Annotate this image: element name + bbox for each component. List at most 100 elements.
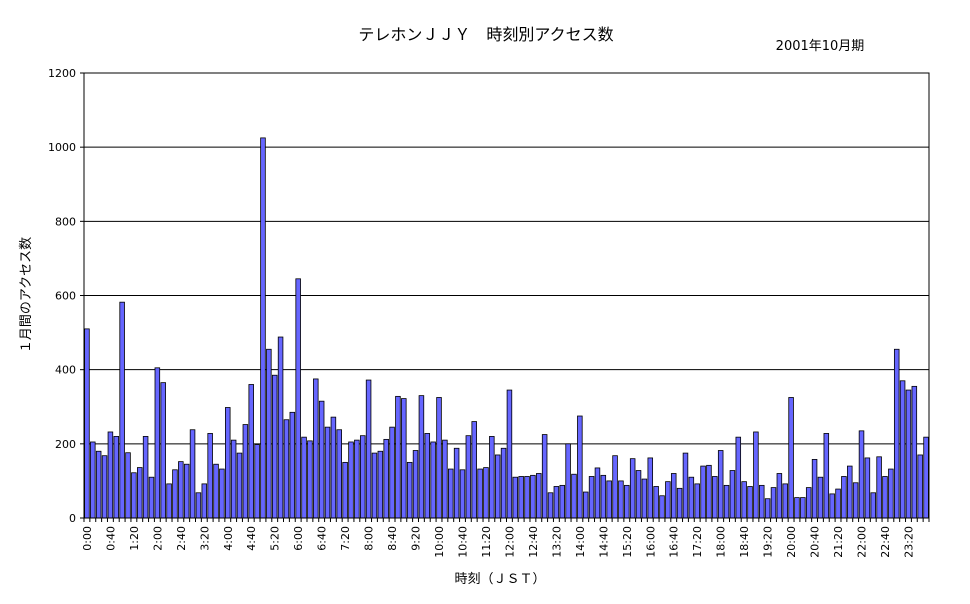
chart-subtitle: 2001年10月期	[776, 39, 865, 54]
bar	[436, 397, 442, 519]
bar	[160, 382, 166, 519]
bar	[283, 419, 290, 519]
x-tick-label: 20:00	[785, 526, 798, 558]
x-tick-label: 10:00	[433, 526, 446, 558]
x-tick-label: 12:00	[503, 526, 516, 558]
bar	[230, 439, 237, 519]
bar	[571, 473, 577, 519]
bar	[148, 476, 155, 519]
bar	[442, 439, 448, 519]
y-tick-label: 600	[55, 290, 76, 303]
bar	[84, 328, 90, 519]
x-tick-label: 23:20	[902, 526, 915, 558]
bar	[530, 474, 536, 519]
bar	[805, 487, 812, 519]
bar	[395, 395, 401, 519]
bar	[365, 379, 372, 519]
bar	[905, 389, 912, 519]
x-tick-label: 17:20	[691, 526, 704, 558]
bar	[142, 436, 149, 519]
x-axis-label: 時刻（ＪＳＴ）	[454, 572, 545, 587]
bar	[606, 480, 612, 519]
bar	[753, 431, 759, 519]
gridlines	[84, 146, 929, 445]
y-tick-label: 1200	[48, 67, 76, 80]
bar	[800, 497, 806, 519]
bar	[817, 476, 824, 519]
bar	[195, 492, 202, 519]
x-tick-label: 10:40	[456, 526, 469, 558]
bar	[635, 470, 642, 519]
bar	[277, 336, 284, 519]
x-tick-label: 20:40	[809, 526, 822, 558]
bar	[448, 468, 454, 519]
bar	[500, 447, 507, 519]
bar	[888, 468, 894, 519]
bar	[348, 441, 354, 519]
bar	[811, 459, 818, 519]
x-tick-label: 16:00	[644, 526, 657, 558]
x-tick-label: 6:00	[292, 526, 305, 551]
bar	[700, 465, 706, 519]
bar	[254, 444, 260, 519]
bar	[289, 411, 296, 519]
bar	[823, 433, 830, 519]
bar	[588, 476, 595, 519]
bar	[512, 476, 519, 519]
bar	[741, 481, 747, 519]
bar	[594, 467, 601, 519]
bar	[729, 470, 736, 519]
y-tick-label: 1000	[48, 141, 76, 154]
bar	[248, 384, 254, 519]
x-tick-label: 13:20	[550, 526, 563, 558]
bar	[759, 484, 765, 519]
bar	[735, 436, 742, 519]
bar	[225, 407, 231, 519]
bar	[653, 486, 659, 519]
bar	[624, 484, 630, 519]
bar	[494, 454, 501, 519]
bar	[354, 439, 360, 519]
bar	[629, 458, 636, 519]
bar	[389, 426, 395, 519]
bar	[835, 488, 841, 519]
bar	[459, 469, 466, 519]
bar	[776, 473, 783, 519]
x-axis-ticks: 0:00 0:40 1:20 2:00 2:40 3:20 4:00 4:40 5:20 6:00…	[81, 518, 930, 558]
bar	[506, 389, 513, 519]
bar	[95, 450, 102, 519]
bar	[136, 467, 143, 519]
x-tick-label: 22:00	[856, 526, 869, 558]
x-tick-label: 1:20	[128, 526, 141, 551]
bar	[430, 441, 436, 519]
bar	[770, 487, 777, 519]
x-tick-label: 0:00	[81, 526, 94, 551]
bar	[841, 476, 847, 519]
bar	[524, 476, 530, 519]
bar	[541, 434, 548, 519]
x-tick-label: 4:40	[245, 526, 258, 551]
bar	[829, 493, 835, 519]
bar	[359, 435, 366, 519]
y-tick-label: 800	[55, 215, 76, 228]
bar	[412, 450, 419, 519]
bar	[676, 487, 683, 519]
bar	[882, 476, 888, 519]
bar	[911, 385, 918, 519]
x-tick-label: 18:40	[738, 526, 751, 558]
bar	[723, 484, 730, 519]
bar	[582, 491, 589, 519]
bar	[424, 433, 431, 519]
bar	[852, 482, 859, 519]
bar	[201, 483, 208, 519]
x-tick-label: 8:00	[363, 526, 376, 551]
bar	[183, 463, 190, 519]
bar	[712, 476, 718, 519]
bar	[559, 484, 565, 519]
bar	[917, 454, 923, 519]
y-tick-label: 400	[55, 364, 76, 377]
bar	[518, 476, 524, 519]
bar	[477, 468, 483, 519]
bar	[166, 483, 172, 519]
